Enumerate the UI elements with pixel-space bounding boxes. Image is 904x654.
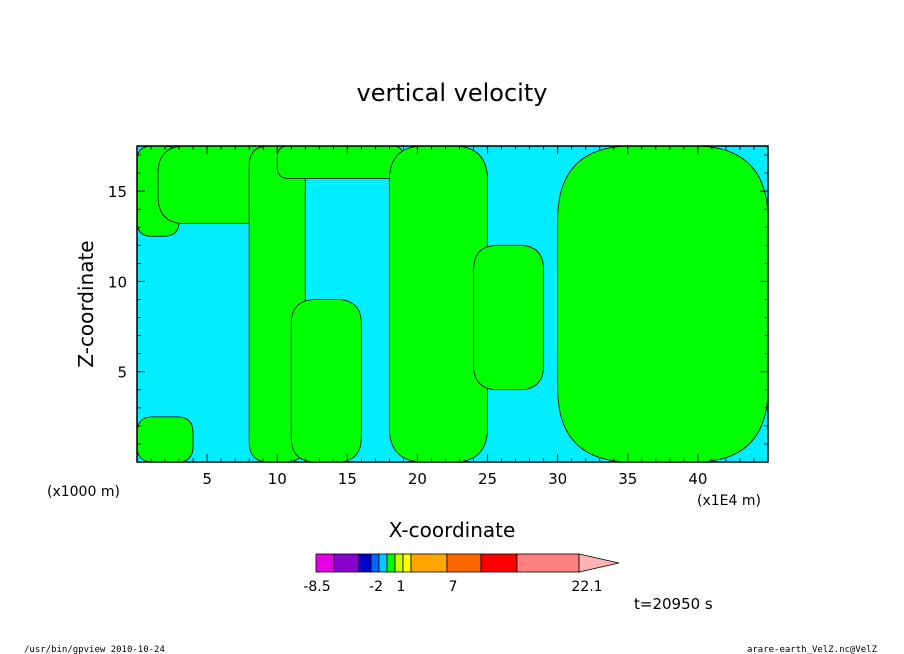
y-axis-label: Z-coordinate (74, 240, 98, 367)
x-tick-label: 25 (478, 470, 497, 488)
contour-region (276, 146, 404, 179)
colorbar-swatch (446, 553, 482, 573)
x-axis-unit: (x1E4 m) (697, 493, 761, 509)
x-axis-ticks: 5 10 15 20 25 30 35 40 (150, 146, 755, 488)
x-tick-label: 5 (202, 470, 212, 488)
colorbar-arrow (578, 553, 620, 573)
contour-region (137, 416, 194, 462)
x-axis-label: X-coordinate (389, 518, 516, 542)
colorbar-tick-label: 1 (397, 579, 406, 595)
footer-left: /usr/bin/gpview 2010-10-24 (24, 645, 165, 654)
colorbar-swatch (358, 553, 372, 573)
x-tick-label: 20 (408, 470, 427, 488)
colorbar-tick-label: -8.5 (303, 579, 330, 595)
colorbar-swatch (394, 553, 404, 573)
x-tick-label: 10 (268, 470, 287, 488)
contour-region (290, 299, 362, 462)
contour-region (557, 146, 768, 462)
colorbar-swatch (402, 553, 412, 573)
colorbar-swatch (315, 553, 335, 573)
time-label: t=20950 s (634, 595, 713, 613)
colorbar-tick-label: -2 (369, 579, 383, 595)
x-tick-label: 40 (688, 470, 707, 488)
colorbar-swatch (386, 553, 396, 573)
colorbar-swatch (370, 553, 380, 573)
y-axis-unit: (x1000 m) (47, 484, 120, 500)
colorbar-swatch (516, 553, 580, 573)
colorbar-tick-label: 7 (449, 579, 458, 595)
colorbar-swatch (410, 553, 448, 573)
y-tick-label: 15 (108, 183, 127, 201)
y-tick-label: 10 (108, 273, 127, 291)
chart-title: vertical velocity (357, 79, 548, 107)
y-tick-label: 5 (117, 364, 127, 382)
x-tick-label: 30 (548, 470, 567, 488)
colorbar-swatch (378, 553, 388, 573)
colorbar (315, 553, 620, 573)
contour-region (473, 244, 545, 391)
y-axis-ticks: 5 10 15 (108, 154, 768, 445)
contour-region (389, 146, 488, 462)
colorbar-swatch (480, 553, 518, 573)
x-tick-label: 15 (338, 470, 357, 488)
colorbar-tick-labels: -8.5 -2 1 7 22.1 (303, 579, 602, 595)
footer-right: arare-earth_VelZ.nc@VelZ (747, 645, 878, 654)
plot-area (136, 145, 769, 463)
colorbar-swatch (333, 553, 360, 573)
plot-frame (136, 145, 769, 463)
colorbar-tick-label: 22.1 (571, 579, 602, 595)
x-tick-label: 35 (618, 470, 637, 488)
